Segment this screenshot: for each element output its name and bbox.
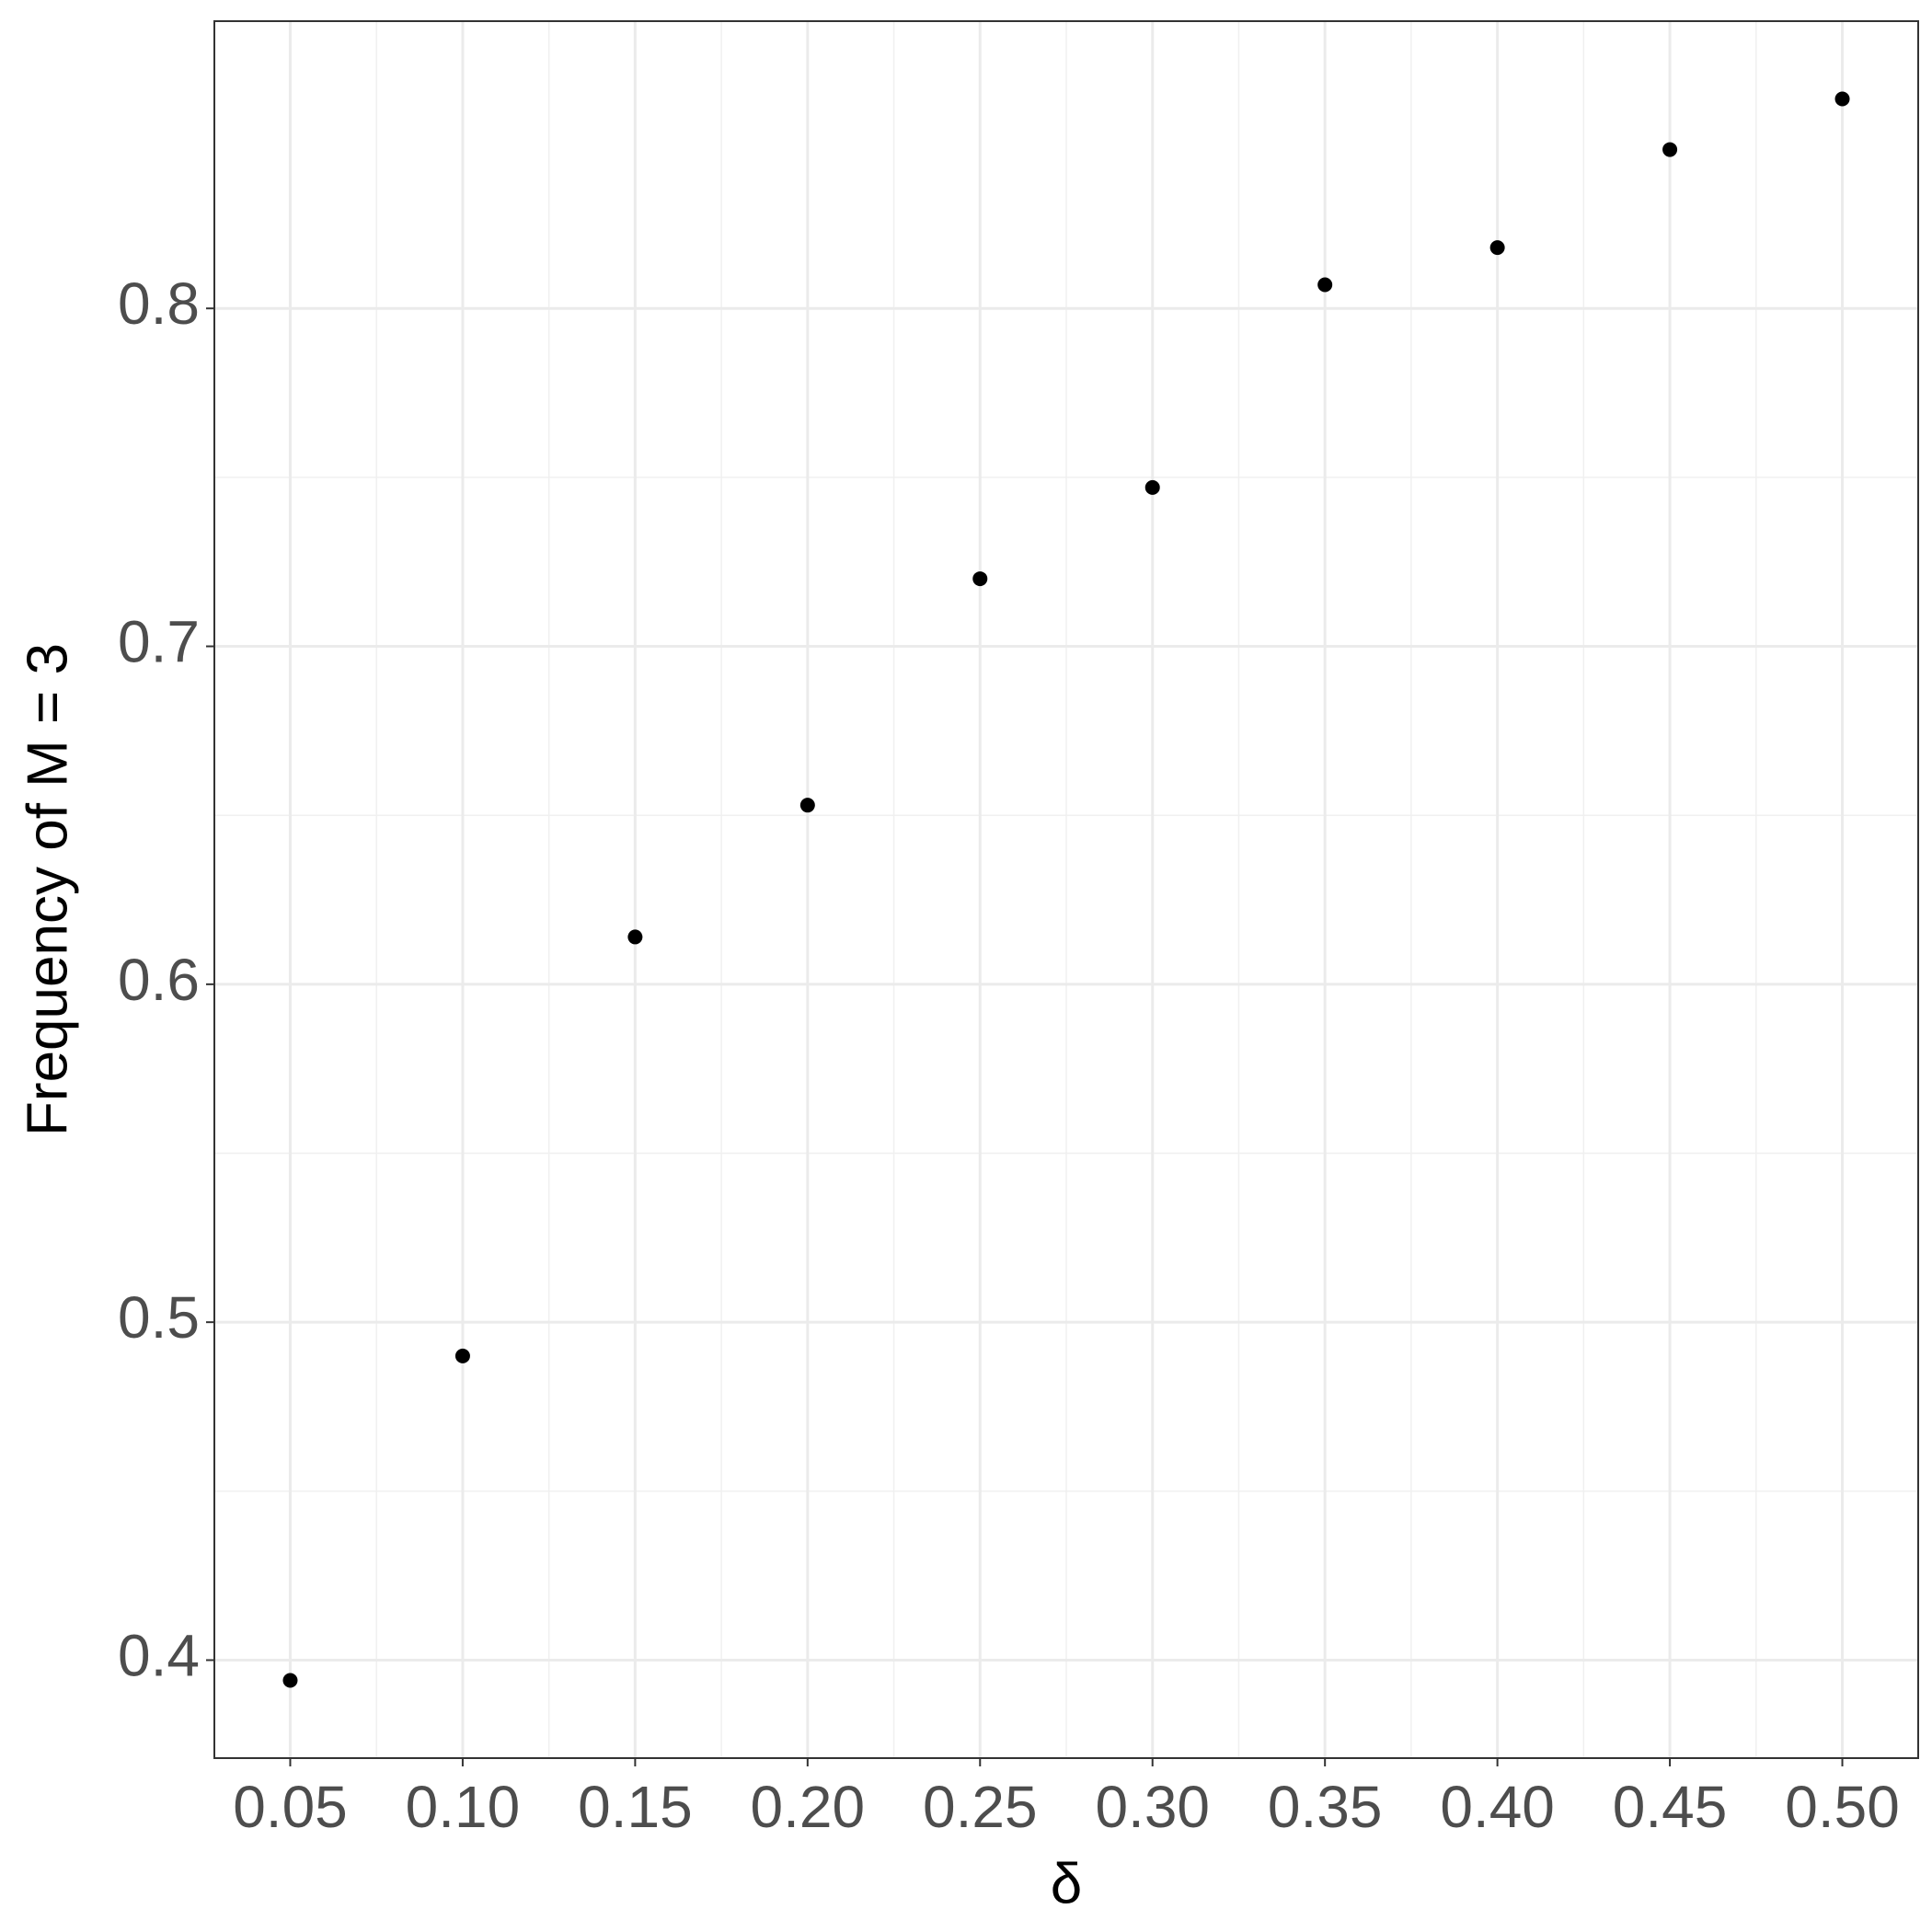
x-tick-label: 0.10 (406, 1774, 521, 1840)
x-tick-label: 0.05 (233, 1774, 348, 1840)
x-tick-label: 0.30 (1095, 1774, 1210, 1840)
x-tick-label: 0.35 (1268, 1774, 1383, 1840)
x-tick-label: 0.20 (751, 1774, 866, 1840)
point (972, 571, 988, 587)
point (1834, 91, 1850, 107)
x-tick-label: 0.45 (1613, 1774, 1728, 1840)
point (454, 1348, 470, 1363)
y-tick-label: 0.7 (118, 608, 200, 674)
y-tick-label: 0.6 (118, 947, 200, 1013)
points (282, 91, 1850, 1688)
y-tick-label: 0.4 (118, 1622, 200, 1688)
point (1317, 277, 1333, 293)
y-tick-label: 0.5 (118, 1284, 200, 1351)
point (1662, 142, 1678, 157)
y-tick-label: 0.8 (118, 270, 200, 337)
x-axis-title: δ (1051, 1852, 1083, 1915)
point (1144, 479, 1160, 495)
point (627, 929, 643, 945)
grid (214, 21, 1918, 1758)
point (282, 1673, 298, 1688)
panel-border (213, 20, 1919, 1759)
x-tick-label: 0.40 (1440, 1774, 1555, 1840)
point (799, 798, 815, 813)
y-axis-title: Frequency of M = 3 (16, 643, 79, 1136)
x-tick-label: 0.50 (1785, 1774, 1900, 1840)
x-tick-label: 0.15 (578, 1774, 693, 1840)
point (1489, 240, 1505, 256)
x-tick-label: 0.25 (923, 1774, 1038, 1840)
